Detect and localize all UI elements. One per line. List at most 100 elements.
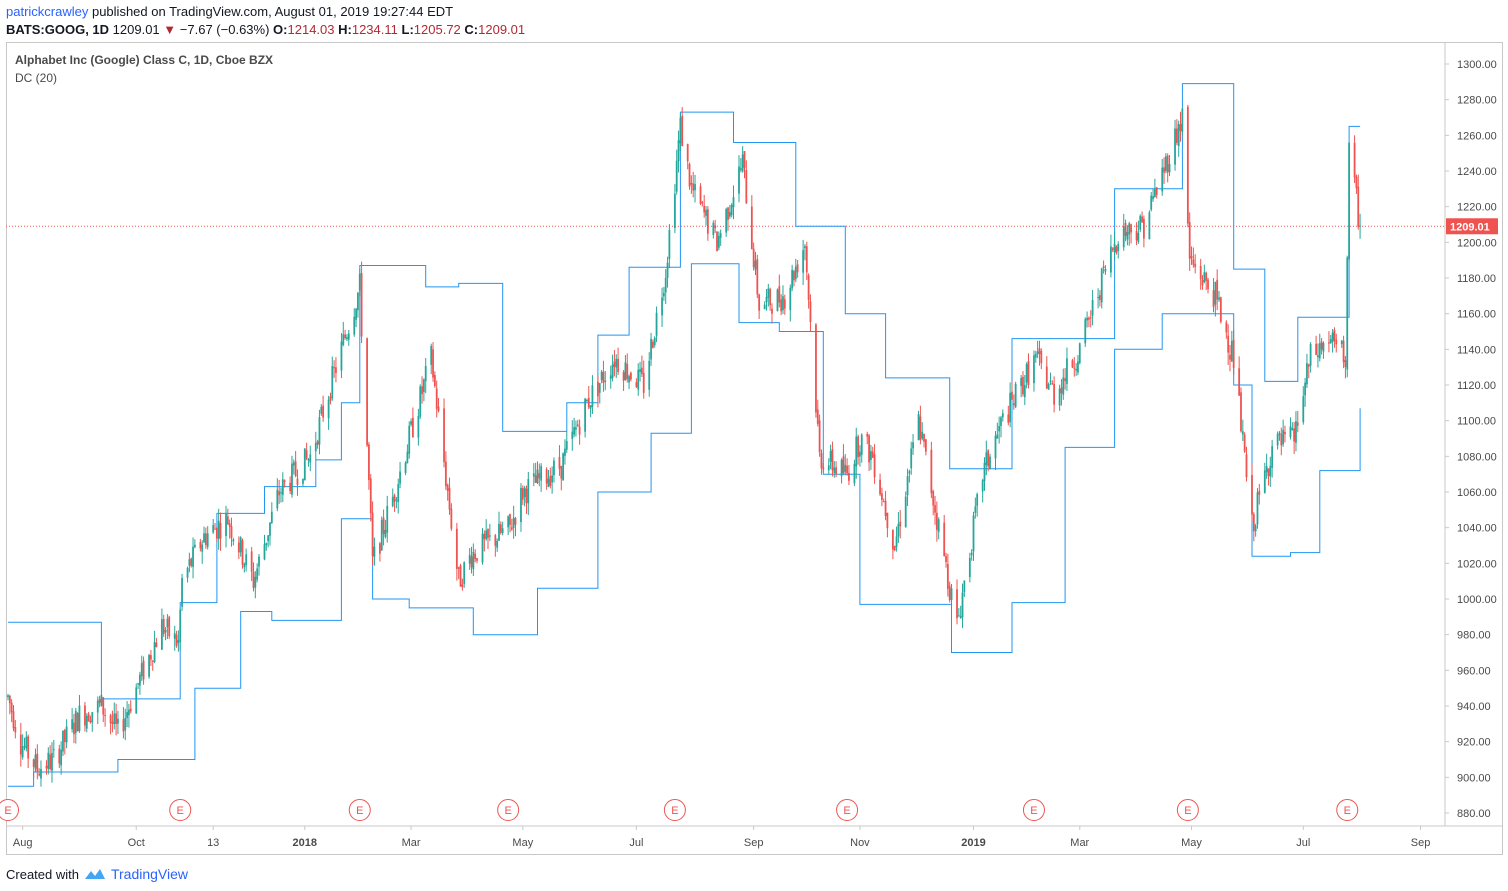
- candle[interactable]: [640, 355, 643, 378]
- candle[interactable]: [589, 405, 592, 418]
- candle[interactable]: [507, 515, 510, 536]
- candle[interactable]: [179, 608, 182, 651]
- candle[interactable]: [628, 374, 630, 390]
- candle[interactable]: [230, 517, 233, 547]
- candle[interactable]: [923, 433, 925, 448]
- candle[interactable]: [1271, 439, 1274, 478]
- candle[interactable]: [1038, 340, 1041, 366]
- candle[interactable]: [820, 449, 823, 475]
- candle[interactable]: [549, 467, 552, 489]
- candle[interactable]: [322, 395, 325, 422]
- candle[interactable]: [963, 580, 966, 597]
- candle[interactable]: [655, 306, 658, 343]
- candle[interactable]: [703, 194, 706, 218]
- candle[interactable]: [912, 433, 914, 455]
- candle[interactable]: [459, 563, 462, 587]
- candle[interactable]: [34, 748, 37, 772]
- candle[interactable]: [52, 739, 55, 758]
- candle[interactable]: [758, 293, 761, 319]
- candle[interactable]: [809, 294, 812, 333]
- candle[interactable]: [1058, 384, 1061, 411]
- candle[interactable]: [576, 419, 579, 428]
- candle[interactable]: [994, 431, 997, 471]
- candle[interactable]: [294, 450, 297, 478]
- candle[interactable]: [756, 254, 759, 299]
- candle[interactable]: [571, 420, 574, 451]
- candle[interactable]: [19, 722, 22, 767]
- candle[interactable]: [985, 440, 988, 476]
- candle[interactable]: [481, 528, 484, 565]
- candle[interactable]: [470, 546, 473, 574]
- candle[interactable]: [1175, 119, 1178, 146]
- candle[interactable]: [496, 538, 499, 552]
- candle[interactable]: [602, 360, 605, 392]
- candle[interactable]: [791, 264, 794, 292]
- candle[interactable]: [1152, 188, 1154, 202]
- candle[interactable]: [924, 438, 927, 456]
- candle[interactable]: [848, 464, 850, 486]
- candle[interactable]: [239, 536, 242, 557]
- candle[interactable]: [725, 207, 728, 237]
- candle[interactable]: [591, 375, 594, 414]
- candle[interactable]: [1040, 348, 1043, 370]
- candle[interactable]: [1142, 215, 1145, 248]
- candle[interactable]: [558, 445, 561, 476]
- candle[interactable]: [1280, 427, 1283, 456]
- candle[interactable]: [893, 545, 896, 552]
- candle[interactable]: [871, 446, 874, 458]
- candle[interactable]: [1075, 363, 1078, 377]
- candle[interactable]: [7, 693, 9, 701]
- candle[interactable]: [765, 289, 768, 311]
- candle[interactable]: [258, 554, 260, 576]
- candle[interactable]: [443, 398, 445, 468]
- candle[interactable]: [25, 731, 28, 752]
- candle[interactable]: [371, 501, 374, 566]
- candle[interactable]: [1289, 417, 1292, 440]
- candle[interactable]: [417, 408, 420, 446]
- candle[interactable]: [203, 526, 205, 543]
- candle[interactable]: [289, 476, 292, 495]
- candle[interactable]: [727, 206, 729, 231]
- candle[interactable]: [291, 455, 293, 498]
- candle[interactable]: [1190, 246, 1193, 265]
- candle[interactable]: [1064, 368, 1067, 390]
- candle[interactable]: [534, 462, 537, 484]
- candle[interactable]: [1084, 317, 1087, 347]
- candle[interactable]: [1265, 453, 1268, 479]
- candle[interactable]: [49, 745, 52, 771]
- candle[interactable]: [935, 501, 938, 542]
- candle[interactable]: [1153, 178, 1156, 198]
- candle[interactable]: [1203, 264, 1206, 284]
- candle[interactable]: [89, 715, 92, 724]
- candle[interactable]: [468, 548, 471, 570]
- candle[interactable]: [891, 529, 894, 560]
- candle[interactable]: [142, 656, 145, 685]
- candle[interactable]: [677, 130, 680, 173]
- candle[interactable]: [1306, 353, 1308, 388]
- candle[interactable]: [111, 710, 114, 733]
- candle[interactable]: [1099, 290, 1101, 307]
- candle[interactable]: [331, 356, 334, 401]
- candle[interactable]: [996, 422, 999, 439]
- candle[interactable]: [738, 155, 740, 203]
- candle[interactable]: [639, 361, 641, 382]
- candle[interactable]: [1014, 381, 1017, 409]
- candle[interactable]: [461, 578, 464, 591]
- candle[interactable]: [1174, 119, 1176, 171]
- candle[interactable]: [1263, 462, 1266, 494]
- earnings-marker[interactable]: E: [1336, 799, 1359, 821]
- candle[interactable]: [959, 605, 962, 619]
- earnings-marker[interactable]: E: [1176, 799, 1199, 821]
- candle[interactable]: [280, 487, 282, 503]
- candle[interactable]: [21, 734, 24, 760]
- candle[interactable]: [422, 378, 425, 402]
- candle[interactable]: [309, 445, 312, 472]
- candle[interactable]: [584, 397, 587, 438]
- candle[interactable]: [1001, 409, 1004, 422]
- candle[interactable]: [937, 517, 940, 540]
- candle[interactable]: [1062, 368, 1065, 400]
- candle[interactable]: [897, 512, 900, 543]
- candle[interactable]: [499, 521, 502, 535]
- candle[interactable]: [476, 557, 478, 564]
- candle[interactable]: [382, 509, 385, 546]
